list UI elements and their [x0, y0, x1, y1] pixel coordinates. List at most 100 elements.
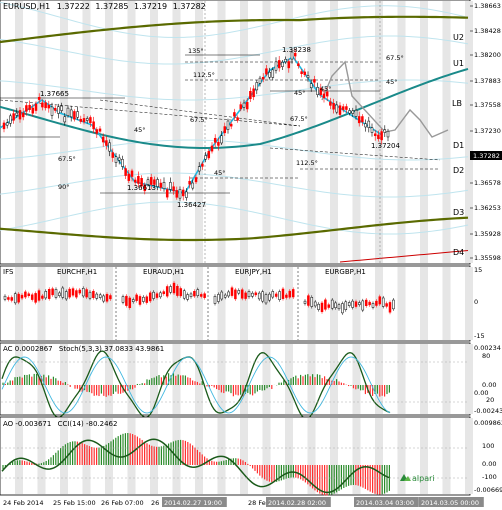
band-line — [0, 172, 469, 198]
candle — [370, 127, 374, 133]
session-stripe — [127, 418, 136, 494]
candle — [124, 168, 127, 176]
candle — [7, 297, 10, 300]
candle — [287, 61, 291, 69]
candle — [194, 177, 198, 183]
ao-axis-tick: 100 — [482, 442, 494, 450]
price-tick: 1.38663 — [474, 2, 501, 10]
candle — [92, 121, 95, 130]
level-label-d2: D2 — [453, 166, 464, 175]
session-stripe — [217, 267, 226, 340]
session-stripe — [307, 1, 316, 263]
session-stripe — [172, 1, 181, 263]
session-stripe — [285, 344, 293, 414]
ao-panel[interactable] — [0, 416, 471, 496]
ifs-panel[interactable] — [0, 265, 471, 342]
candle — [172, 186, 175, 192]
candle — [264, 294, 268, 304]
time-tag — [419, 497, 484, 507]
candle — [142, 296, 145, 302]
candle — [361, 116, 364, 123]
candle — [193, 291, 196, 297]
level-label-lb: LB — [452, 99, 462, 108]
time-axis: 24 Feb 2014 25 Feb 15:00 26 Feb 07:00 26 201… — [3, 497, 484, 507]
session-stripe — [240, 1, 248, 263]
session-stripe — [127, 267, 136, 340]
candle — [255, 82, 259, 91]
candle — [332, 103, 335, 110]
candle — [392, 299, 395, 310]
ac-panel[interactable] — [0, 342, 471, 416]
candle — [165, 189, 169, 198]
candle — [290, 51, 294, 60]
candle — [234, 289, 237, 300]
candle — [361, 300, 365, 311]
candle — [375, 300, 378, 306]
candle — [182, 290, 186, 299]
ao-axis-tick: -0.006698 — [474, 486, 502, 494]
session-stripe — [217, 344, 226, 414]
ao-axis-tick: 0.00 — [482, 460, 496, 468]
session-stripe — [330, 267, 338, 340]
ac-axis-tick: 0.00 — [482, 381, 496, 389]
candle — [213, 137, 217, 143]
candle — [351, 300, 354, 308]
candle — [3, 295, 7, 300]
candle — [309, 83, 313, 89]
candle — [364, 123, 367, 128]
session-stripe — [375, 344, 383, 414]
alpari-logo: alpari — [400, 474, 435, 483]
price-annotation: 1.37665 — [40, 90, 69, 98]
pair-label: EURJPY,H1 — [235, 268, 272, 276]
candle — [172, 282, 176, 294]
candle — [89, 117, 92, 124]
candle — [281, 288, 285, 299]
session-stripe — [285, 267, 293, 340]
candle — [244, 292, 247, 299]
candle — [24, 291, 27, 298]
session-stripe — [37, 267, 46, 340]
session-stripe — [352, 344, 361, 414]
candle — [242, 102, 246, 108]
price-tick: 1.38428 — [474, 27, 501, 35]
candle — [324, 299, 327, 310]
candle — [306, 75, 310, 79]
session-stripe — [420, 1, 428, 263]
session-stripe — [105, 344, 113, 414]
session-stripe — [195, 344, 203, 414]
candle — [341, 303, 344, 314]
candle — [217, 142, 220, 146]
candle — [291, 289, 295, 298]
main-chart-panel[interactable] — [0, 0, 471, 265]
candle — [169, 182, 172, 190]
candle — [186, 294, 189, 300]
candle — [140, 178, 143, 187]
level-label-u1: U1 — [453, 59, 464, 68]
candle — [388, 302, 392, 313]
candle — [191, 182, 195, 189]
current-price-tag — [470, 151, 502, 160]
ac-axis-tick: 80 — [482, 352, 490, 360]
candle — [44, 102, 47, 109]
session-stripe — [37, 418, 46, 494]
candle — [247, 291, 251, 298]
session-stripe — [15, 267, 23, 340]
price-annotation: 1.38238 — [282, 46, 311, 54]
price-tick: 1.35928 — [474, 230, 501, 238]
candle — [230, 287, 234, 296]
candle — [227, 291, 230, 297]
candle — [34, 293, 37, 303]
candle — [149, 177, 153, 185]
candle — [199, 294, 203, 297]
candle — [162, 182, 166, 189]
session-stripe — [420, 267, 428, 340]
session-stripe — [150, 1, 158, 263]
candle — [21, 112, 25, 118]
candle — [37, 97, 41, 100]
price-tick: 1.35598 — [474, 254, 501, 262]
session-stripe — [397, 418, 406, 494]
candle — [2, 122, 6, 130]
time-tick: 28 Fe — [248, 499, 266, 507]
session-stripe — [375, 1, 383, 263]
